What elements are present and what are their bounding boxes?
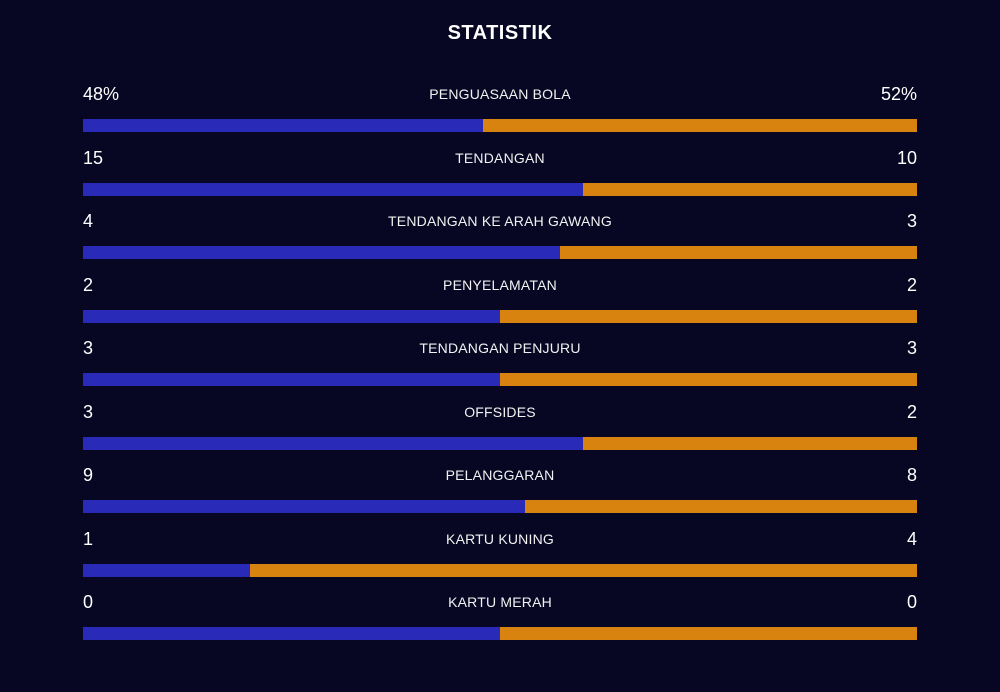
comparison-bar xyxy=(83,246,917,259)
away-value: 3 xyxy=(906,338,917,358)
comparison-bar xyxy=(83,373,917,386)
home-bar-segment xyxy=(83,500,525,513)
home-value: 4 xyxy=(83,211,94,231)
comparison-bar xyxy=(83,627,917,640)
stat-row: 1 KARTU KUNING 4 xyxy=(83,525,917,589)
stat-label: TENDANGAN xyxy=(455,149,545,166)
away-value: 4 xyxy=(906,528,917,549)
stat-label: KARTU KUNING xyxy=(446,530,554,547)
stat-label: TENDANGAN KE ARAH GAWANG xyxy=(388,213,612,229)
away-value: 8 xyxy=(906,465,917,485)
stat-row: 3 OFFSIDES 2 xyxy=(83,398,917,462)
comparison-bar xyxy=(83,500,917,513)
home-bar-segment xyxy=(83,119,484,132)
stat-label: PENYELAMATAN xyxy=(443,276,557,293)
panel-title: STATISTIK xyxy=(447,22,553,44)
away-bar-segment xyxy=(249,563,917,577)
comparison-bar xyxy=(83,182,917,196)
stat-row: 15 TENDANGAN 10 xyxy=(83,144,917,208)
home-value: 3 xyxy=(83,401,94,422)
away-bar-segment xyxy=(500,309,917,323)
away-value: 2 xyxy=(906,401,917,422)
home-bar-segment xyxy=(83,436,584,450)
home-bar-segment xyxy=(83,627,500,640)
away-value: 10 xyxy=(896,147,917,168)
home-bar-segment xyxy=(83,182,584,196)
away-value: 2 xyxy=(906,274,917,295)
comparison-bar xyxy=(83,563,917,577)
stat-label: OFFSIDES xyxy=(464,403,536,420)
stat-row: 4 TENDANGAN KE ARAH GAWANG 3 xyxy=(83,207,917,271)
home-bar-segment xyxy=(83,246,560,259)
stat-row: 3 TENDANGAN PENJURU 3 xyxy=(83,334,917,398)
stat-label: KARTU MERAH xyxy=(448,594,552,610)
stat-row: 0 KARTU MERAH 0 xyxy=(83,588,917,652)
home-value: 3 xyxy=(83,338,94,358)
away-bar-segment xyxy=(500,373,917,386)
stat-label: PENGUASAAN BOLA xyxy=(429,86,571,102)
comparison-bar xyxy=(83,119,917,132)
away-bar-segment xyxy=(483,119,917,132)
away-value: 3 xyxy=(906,211,917,231)
away-bar-segment xyxy=(559,246,917,259)
home-bar-segment xyxy=(83,563,250,577)
comparison-bar xyxy=(83,309,917,323)
home-value: 2 xyxy=(83,274,94,295)
stat-label: PELANGGARAN xyxy=(445,467,555,483)
stat-row: 48% PENGUASAAN BOLA 52% xyxy=(83,80,917,144)
comparison-bar xyxy=(83,436,917,450)
home-value: 15 xyxy=(83,147,104,168)
home-value: 48% xyxy=(83,84,120,104)
stat-label: TENDANGAN PENJURU xyxy=(419,340,581,356)
stats-list: 48% PENGUASAAN BOLA 52% 15 TENDANGAN 10 4 TENDA… xyxy=(83,80,917,652)
stat-row: 9 PELANGGARAN 8 xyxy=(83,461,917,525)
home-bar-segment xyxy=(83,373,500,386)
home-bar-segment xyxy=(83,309,500,323)
away-bar-segment xyxy=(524,500,917,513)
away-bar-segment xyxy=(583,436,917,450)
away-bar-segment xyxy=(500,627,917,640)
home-value: 9 xyxy=(83,465,94,485)
stat-row: 2 PENYELAMATAN 2 xyxy=(83,271,917,335)
away-value: 52% xyxy=(880,84,917,104)
away-value: 0 xyxy=(906,592,917,612)
home-value: 1 xyxy=(83,528,94,549)
away-bar-segment xyxy=(583,182,917,196)
home-value: 0 xyxy=(83,592,94,612)
